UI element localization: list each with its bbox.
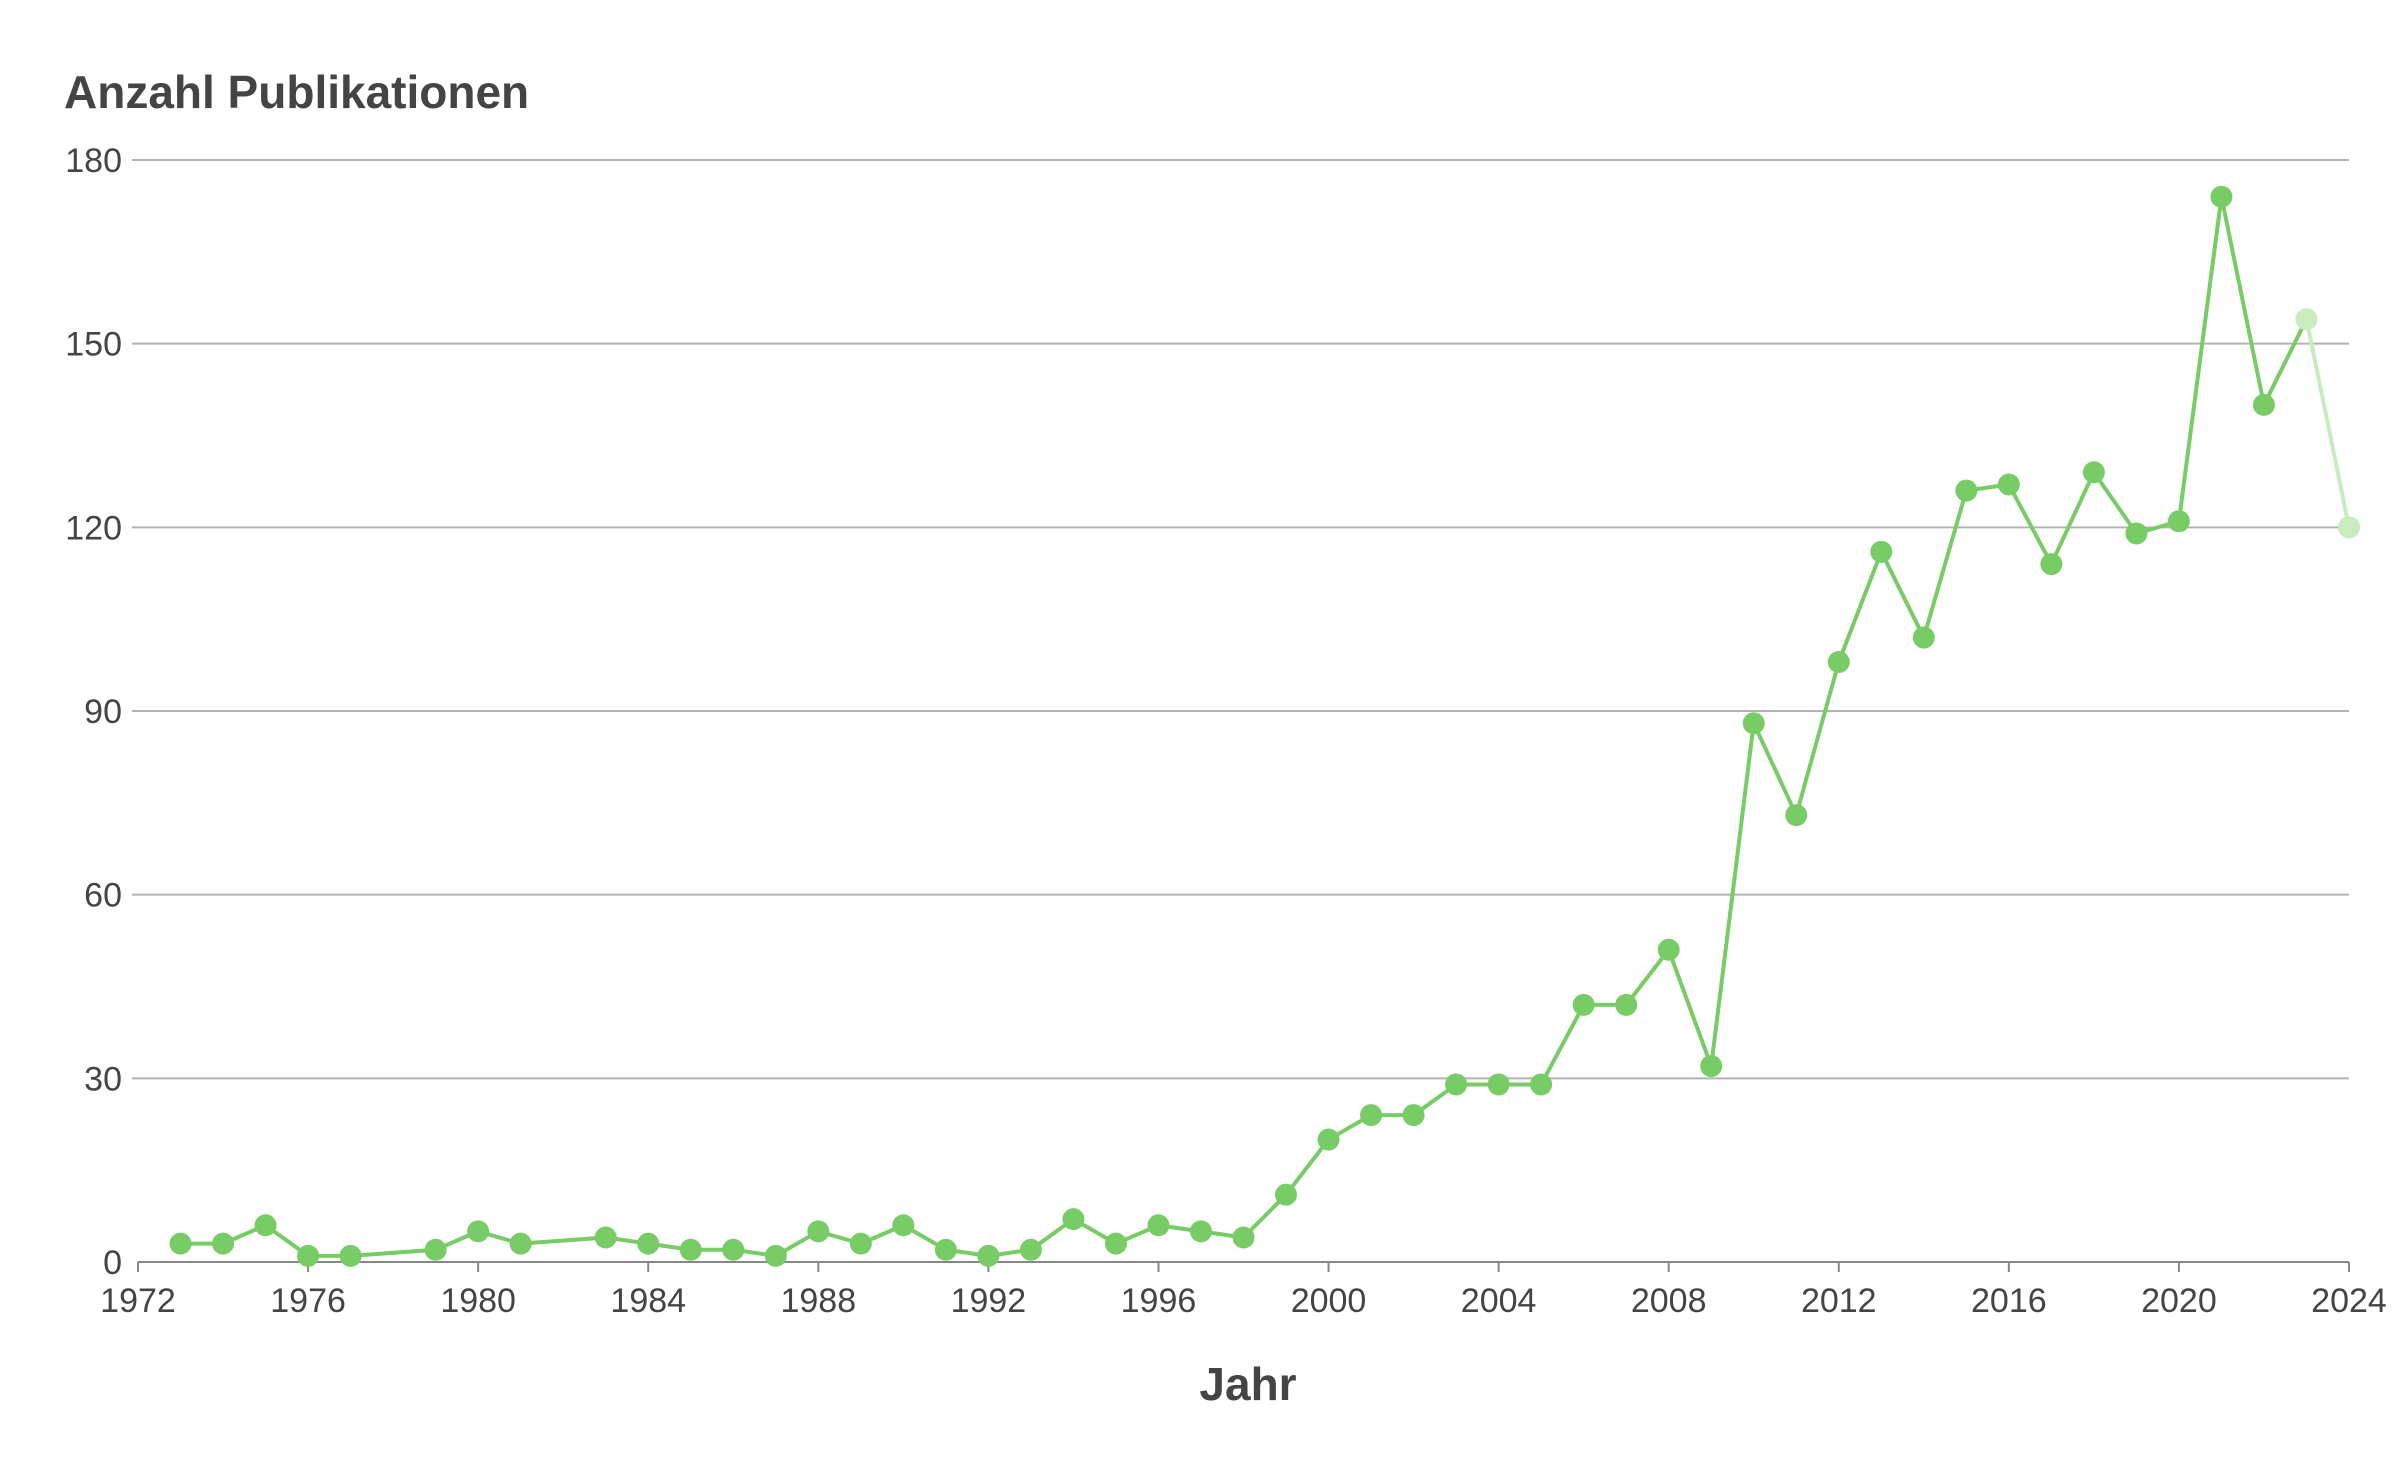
y-axis-ticks: 0 30 60 90 120 150 180 <box>65 142 122 1282</box>
data-point-2014[interactable] <box>1912 626 1935 649</box>
series-line <box>180 194 2309 1258</box>
data-point-1991[interactable] <box>934 1238 957 1261</box>
data-point-1983[interactable] <box>594 1226 617 1249</box>
data-point-1980[interactable] <box>467 1220 490 1243</box>
data-point-1981[interactable] <box>509 1232 532 1255</box>
data-point-2008[interactable] <box>1657 938 1680 961</box>
x-tick-label-2000: 2000 <box>1291 1282 1367 1320</box>
data-point-1987[interactable] <box>764 1244 787 1267</box>
data-point-2005[interactable] <box>1530 1073 1553 1096</box>
data-point-2021[interactable] <box>2210 185 2233 208</box>
data-point-1993[interactable] <box>1019 1238 1042 1261</box>
data-point-1994[interactable] <box>1062 1208 1085 1231</box>
data-point-1988[interactable] <box>807 1220 830 1243</box>
data-point-1992[interactable] <box>977 1244 1000 1267</box>
data-point-2019[interactable] <box>2125 522 2148 545</box>
data-point-1979[interactable] <box>424 1238 447 1261</box>
x-tick-label-2020: 2020 <box>2141 1282 2217 1320</box>
data-point-1974[interactable] <box>212 1232 235 1255</box>
data-point-2002[interactable] <box>1402 1104 1425 1127</box>
data-point-1985[interactable] <box>679 1238 702 1261</box>
data-point-1990[interactable] <box>892 1214 915 1237</box>
data-point-2006[interactable] <box>1572 993 1595 1016</box>
x-tick-label-2008: 2008 <box>1631 1282 1707 1320</box>
data-point-2013[interactable] <box>1870 540 1893 563</box>
gridlines <box>132 159 2349 1263</box>
data-point-1999[interactable] <box>1275 1183 1298 1206</box>
y-tick-label-60: 60 <box>84 877 122 915</box>
data-point-1996[interactable] <box>1147 1214 1170 1237</box>
x-tick-label-1996: 1996 <box>1121 1282 1197 1320</box>
x-tick-label-1984: 1984 <box>610 1282 686 1320</box>
data-point-2017[interactable] <box>2040 553 2063 576</box>
data-point-2020[interactable] <box>2167 510 2190 533</box>
y-tick-label-180: 180 <box>65 142 122 180</box>
data-point-2012[interactable] <box>1827 651 1850 674</box>
y-tick-label-90: 90 <box>84 693 122 731</box>
data-series <box>169 185 2360 1267</box>
data-point-2001[interactable] <box>1360 1104 1383 1127</box>
data-point-2011[interactable] <box>1785 804 1808 827</box>
data-point-2003[interactable] <box>1445 1073 1468 1096</box>
data-point-2016[interactable] <box>1997 473 2020 496</box>
x-tick-label-1992: 1992 <box>951 1282 1027 1320</box>
data-point-1975[interactable] <box>254 1214 277 1237</box>
data-point-2015[interactable] <box>1955 479 1978 502</box>
series-line-projected <box>2304 318 2351 528</box>
data-point-1984[interactable] <box>637 1232 660 1255</box>
x-tick-label-1988: 1988 <box>780 1282 856 1320</box>
data-point-1997[interactable] <box>1189 1220 1212 1243</box>
x-tick-label-2004: 2004 <box>1461 1282 1537 1320</box>
data-point-2009[interactable] <box>1700 1055 1723 1078</box>
data-point-2022[interactable] <box>2252 393 2275 416</box>
x-tick-label-2024: 2024 <box>2311 1282 2387 1320</box>
y-tick-label-30: 30 <box>84 1060 122 1098</box>
data-point-1986[interactable] <box>722 1238 745 1261</box>
x-tick-label-1976: 1976 <box>270 1282 346 1320</box>
projected-point-2024[interactable] <box>2338 516 2360 539</box>
data-point-2004[interactable] <box>1487 1073 1510 1096</box>
data-point-1973[interactable] <box>169 1232 192 1255</box>
data-point-1977[interactable] <box>339 1244 362 1267</box>
y-tick-label-150: 150 <box>65 326 122 364</box>
data-point-2007[interactable] <box>1615 993 1638 1016</box>
x-axis-label: Jahr <box>1199 1358 1296 1410</box>
x-tick-label-1972: 1972 <box>100 1282 176 1320</box>
data-point-2010[interactable] <box>1742 712 1765 735</box>
data-point-2000[interactable] <box>1317 1128 1340 1151</box>
x-axis-ticks: 1972 1976 1980 1984 1988 1992 1996 2000 2004 2008… <box>100 1262 2387 1320</box>
x-tick-label-2012: 2012 <box>1801 1282 1877 1320</box>
y-tick-label-0: 0 <box>103 1244 122 1282</box>
data-point-2018[interactable] <box>2082 461 2105 484</box>
data-point-1989[interactable] <box>849 1232 872 1255</box>
x-tick-label-1980: 1980 <box>440 1282 516 1320</box>
data-point-1998[interactable] <box>1232 1226 1255 1249</box>
data-point-1976[interactable] <box>297 1244 320 1267</box>
data-point-2023[interactable] <box>2295 308 2318 331</box>
y-tick-label-120: 120 <box>65 509 122 547</box>
data-point-1995[interactable] <box>1104 1232 1127 1255</box>
x-tick-label-2016: 2016 <box>1971 1282 2047 1320</box>
chart-title: Anzahl Publikationen <box>64 66 529 118</box>
